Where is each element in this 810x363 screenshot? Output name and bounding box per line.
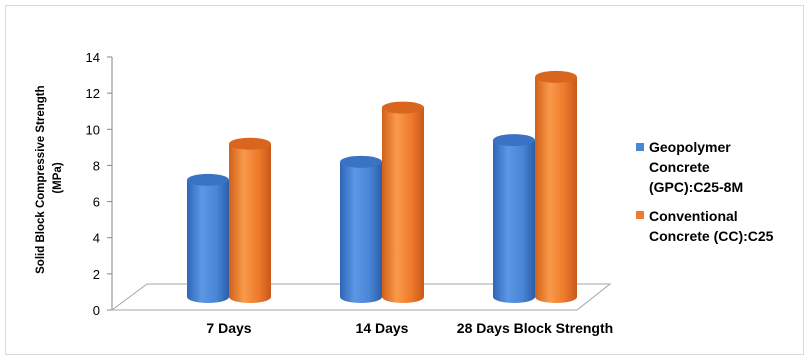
- bars: [187, 70, 577, 303]
- y-axis-title: Solid Block Compressive Strength (MPa): [35, 82, 64, 274]
- bar-gpc-2: [493, 134, 535, 303]
- legend: Geopolymer Concrete (GPC):C25-8M Convent…: [636, 139, 774, 244]
- legend-label-cc: Conventional Concrete (CC):C25: [649, 208, 774, 244]
- y-axis-title-line-1: Solid Block Compressive Strength: [35, 85, 47, 274]
- bar-top-cap: [535, 70, 577, 83]
- bar-top-cap: [340, 155, 382, 168]
- axis-labels: 0 2 4 6 8 10 12 14 7 Days 14 Days 28 Days Block St…: [86, 50, 614, 336]
- y-tick-label: 8: [93, 158, 100, 173]
- y-tick-label: 10: [86, 122, 100, 137]
- y-tick-label: 0: [93, 303, 100, 318]
- bar-cc-2: [535, 70, 577, 303]
- bar-gpc-0: [187, 173, 229, 303]
- x-category-label: 28 Days Block Strength: [457, 320, 613, 336]
- bar-gpc-1: [340, 155, 382, 303]
- bar-body: [493, 140, 535, 303]
- bar-body: [535, 76, 577, 303]
- bar-body: [340, 161, 382, 303]
- y-tick-label: 2: [93, 267, 100, 282]
- axes: [107, 56, 113, 311]
- bar-top-cap: [493, 134, 535, 147]
- legend-label-gpc: Geopolymer Concrete (GPC):C25-8M: [649, 139, 743, 195]
- y-tick-label: 12: [86, 86, 100, 101]
- bar-body: [382, 107, 424, 303]
- y-tick-label: 4: [93, 231, 100, 246]
- x-category-label: 14 Days: [356, 320, 409, 336]
- bar-top-cap: [187, 173, 229, 186]
- bar-top-cap: [382, 101, 424, 114]
- bar-cc-0: [229, 137, 271, 303]
- y-axis-title-line-2: (MPa): [52, 162, 64, 193]
- legend-swatch-gpc: [636, 143, 644, 151]
- y-tick-label: 14: [86, 50, 100, 65]
- bar-cc-1: [382, 101, 424, 303]
- bar-body: [229, 143, 271, 303]
- legend-swatch-cc: [636, 211, 644, 219]
- bar-top-cap: [229, 137, 271, 150]
- y-tick-label: 6: [93, 195, 100, 210]
- x-category-label: 7 Days: [206, 320, 251, 336]
- bar-body: [187, 179, 229, 303]
